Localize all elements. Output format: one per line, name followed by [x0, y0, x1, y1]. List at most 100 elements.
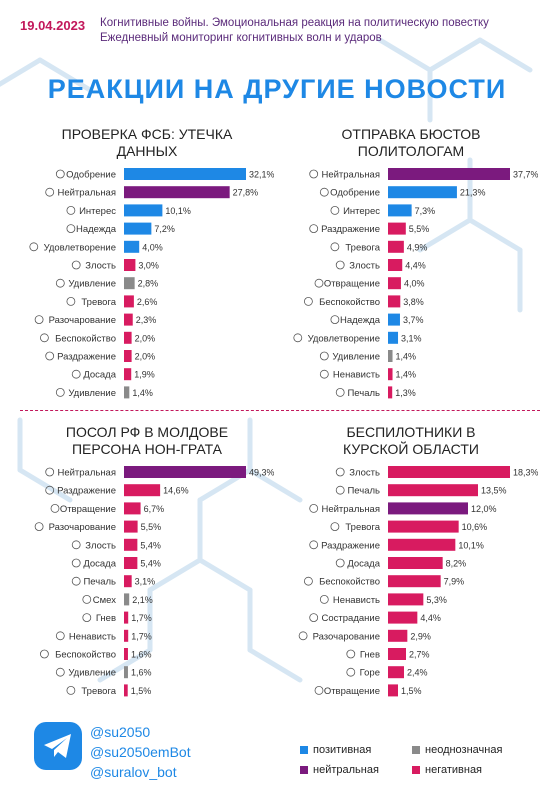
- bar: [388, 611, 418, 624]
- emotion-face-icon: [71, 260, 81, 270]
- category-label: Горе: [360, 668, 380, 679]
- bar: [388, 575, 441, 588]
- value-label: 5,5%: [409, 224, 430, 234]
- emotion-face-icon: [71, 576, 81, 586]
- legend-label: позитивная: [313, 744, 372, 756]
- page-title: РЕАКЦИИ НА ДРУГИЕ НОВОСТИ: [47, 74, 507, 104]
- value-label: 49,3%: [249, 468, 274, 478]
- emotion-face-icon: [293, 333, 303, 343]
- bar: [388, 557, 443, 569]
- category-label: Досада: [83, 559, 116, 570]
- emotion-face-icon: [319, 369, 329, 379]
- value-label: 7,3%: [415, 206, 436, 216]
- chart-title-line-2: ПЕРСОНА НОН-ГРАТА: [71, 441, 223, 457]
- category-label: Надежда: [340, 315, 381, 326]
- category-label: Разочарование: [49, 522, 116, 533]
- emotion-face-icon: [66, 206, 76, 215]
- emotion-face-icon: [330, 206, 340, 215]
- bar: [124, 386, 130, 399]
- bar: [124, 277, 135, 290]
- value-label: 3,1%: [401, 333, 422, 343]
- value-label: 4,4%: [405, 261, 426, 271]
- emotion-face-icon: [45, 485, 55, 495]
- category-label: Гнев: [96, 613, 116, 624]
- value-label: 1,4%: [132, 388, 153, 398]
- bar: [388, 350, 393, 362]
- emotion-face-icon: [298, 631, 308, 641]
- category-label: Беспокойство: [319, 297, 380, 308]
- emotion-face-icon: [319, 594, 329, 604]
- bar: [124, 502, 141, 515]
- bar: [124, 313, 133, 326]
- value-label: 2,6%: [137, 297, 158, 307]
- chart-title-line-1: ОТПРАВКА БЮСТОВ: [341, 126, 481, 142]
- category-label: Печаль: [83, 577, 116, 588]
- emotion-face-icon: [34, 522, 44, 531]
- chart-panel-drones: БЕСПИЛОТНИКИ В КУРСКОЙ ОБЛАСТИ Злость 18,…: [284, 424, 538, 704]
- handle-link[interactable]: @su2050: [90, 724, 151, 740]
- category-label: Беспокойство: [55, 333, 116, 344]
- bar: [124, 350, 132, 362]
- bar-chart-drones: Злость 18,3% Печаль 13,5% Нейтральная 12,0% Тр…: [298, 466, 538, 697]
- bar: [388, 331, 399, 344]
- category-label: Раздражение: [57, 486, 116, 497]
- emotion-face-icon: [39, 649, 49, 659]
- bar: [388, 204, 412, 217]
- value-label: 10,1%: [165, 206, 191, 216]
- emotion-face-icon: [34, 315, 44, 325]
- value-label: 3,8%: [403, 297, 424, 307]
- category-label: Удивление: [68, 668, 116, 679]
- section-divider: [20, 410, 540, 411]
- header-subtitle: Когнитивные войны. Эмоциональная реакция…: [100, 17, 489, 29]
- handle-link[interactable]: @suralov_bot: [90, 764, 177, 780]
- value-label: 1,6%: [131, 650, 152, 660]
- bar: [388, 629, 408, 642]
- legend-swatch: [412, 766, 420, 775]
- category-label: Раздражение: [321, 224, 380, 235]
- emotion-face-icon: [55, 667, 65, 677]
- chart-title-line-1: БЕСПИЛОТНИКИ В: [346, 424, 476, 440]
- value-label: 3,0%: [138, 261, 159, 271]
- bar: [124, 295, 134, 308]
- bar: [388, 648, 406, 660]
- value-label: 1,3%: [395, 388, 416, 398]
- category-label: Злость: [85, 540, 116, 551]
- bar: [124, 168, 246, 180]
- emotion-face-icon: [335, 558, 345, 568]
- chart-title-line-2: ПОЛИТОЛОГАМ: [357, 143, 465, 159]
- emotion-face-icon: [66, 296, 76, 306]
- category-label: Отвращение: [324, 279, 380, 290]
- value-label: 32,1%: [249, 170, 274, 180]
- emotion-face-icon: [45, 351, 55, 361]
- bar-chart-moldova: Нейтральная 49,3% Раздражение 14,6% Отвращен…: [34, 466, 274, 697]
- emotion-face-icon: [335, 467, 345, 477]
- emotion-face-icon: [309, 540, 319, 550]
- bar: [124, 259, 136, 271]
- bar: [124, 575, 132, 588]
- category-label: Отвращение: [324, 686, 380, 697]
- bar: [124, 557, 138, 569]
- category-label: Удовлетворение: [308, 333, 380, 344]
- value-label: 27,8%: [233, 188, 259, 198]
- category-label: Ненависть: [333, 595, 380, 606]
- bar: [388, 466, 510, 478]
- handle-link[interactable]: @su2050emBot: [90, 744, 191, 760]
- category-label: Досада: [83, 370, 116, 381]
- value-label: 2,1%: [132, 595, 153, 605]
- value-label: 2,0%: [135, 352, 156, 362]
- bar: [388, 684, 398, 697]
- emotion-face-icon: [45, 467, 55, 477]
- bar: [388, 593, 424, 606]
- value-label: 3,1%: [135, 577, 156, 587]
- category-label: Злость: [349, 261, 380, 272]
- emotion-face-icon: [314, 685, 324, 695]
- emotion-face-icon: [335, 260, 345, 270]
- value-label: 7,9%: [444, 577, 465, 587]
- value-label: 1,6%: [131, 668, 152, 678]
- category-label: Удивление: [332, 352, 380, 363]
- emotion-face-icon: [303, 576, 313, 586]
- legend-item-positive: позитивная: [300, 744, 371, 756]
- emotion-face-icon: [71, 369, 81, 379]
- category-label: Нейтральная: [57, 188, 116, 199]
- category-label: Беспокойство: [319, 577, 380, 588]
